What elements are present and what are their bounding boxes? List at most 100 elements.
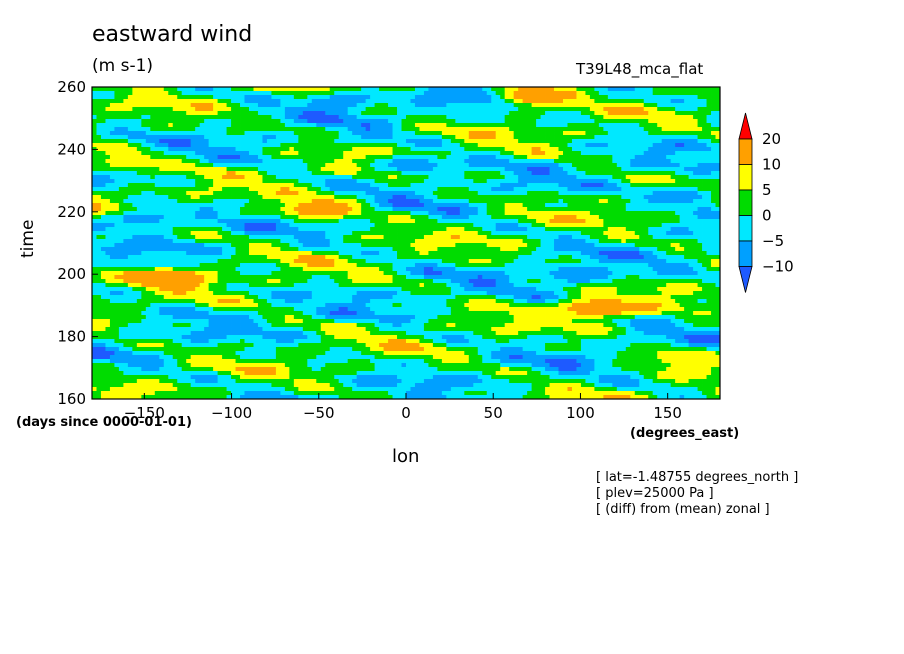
field-cell (141, 123, 147, 128)
field-cell (316, 99, 322, 104)
field-cell (446, 155, 452, 160)
field-cell (298, 95, 304, 100)
field-cell (325, 111, 331, 116)
field-cell (96, 147, 102, 152)
field-cell (563, 191, 568, 196)
field-cell (576, 211, 582, 216)
field-cell (450, 187, 456, 192)
field-cell (217, 103, 223, 108)
field-cell (616, 151, 622, 156)
field-cell (132, 175, 138, 180)
field-cell (96, 99, 102, 104)
field-cell (661, 223, 667, 228)
field-cell (580, 159, 586, 164)
field-cell (639, 147, 645, 152)
field-cell (235, 175, 241, 180)
field-cell (616, 119, 622, 124)
field-cell (388, 187, 393, 192)
field-cell (616, 131, 622, 136)
field-cell (468, 227, 474, 232)
field-cell (585, 187, 591, 192)
field-cell (244, 131, 250, 136)
field-cell (706, 159, 712, 164)
field-cell (109, 159, 115, 164)
field-cell (356, 211, 362, 216)
field-cell (356, 127, 362, 132)
field-cell (675, 123, 681, 128)
field-cell (163, 207, 169, 212)
field-cell (379, 191, 384, 196)
field-cell (136, 183, 142, 188)
field-cell (92, 107, 97, 112)
field-cell (603, 175, 609, 180)
field-cell (374, 135, 380, 140)
field-cell (675, 167, 681, 172)
field-cell (338, 135, 344, 140)
field-cell (311, 227, 317, 232)
field-cell (536, 211, 541, 216)
field-cell (361, 223, 367, 228)
field-cell (455, 183, 461, 188)
field-cell (159, 167, 165, 172)
field-cell (706, 203, 712, 208)
field-cell (554, 191, 559, 196)
field-cell (504, 135, 510, 140)
field-cell (199, 119, 205, 124)
field-cell (356, 223, 362, 228)
field-cell (253, 123, 259, 128)
field-cell (289, 115, 295, 120)
field-cell (388, 159, 393, 164)
field-cell (554, 131, 559, 136)
field-cell (702, 151, 707, 156)
field-cell (554, 167, 559, 172)
field-cell (607, 119, 613, 124)
field-cell (441, 139, 447, 144)
field-cell (491, 91, 497, 96)
field-cell (204, 95, 210, 100)
field-cell (450, 223, 456, 228)
field-cell (123, 183, 129, 188)
field-cell (181, 131, 187, 136)
field-cell (150, 99, 156, 104)
field-cell (598, 139, 604, 144)
field-cell (679, 119, 685, 124)
field-cell (414, 175, 420, 180)
field-cell (253, 87, 259, 92)
field-cell (141, 151, 147, 156)
field-cell (580, 119, 586, 124)
field-cell (567, 195, 573, 200)
field-cell (706, 167, 712, 172)
field-cell (253, 219, 259, 224)
field-cell (123, 87, 129, 92)
field-cell (414, 171, 420, 176)
field-cell (450, 139, 456, 144)
field-cell (213, 143, 218, 148)
field-cell (612, 155, 618, 160)
field-cell (271, 131, 277, 136)
field-cell (432, 119, 438, 124)
field-cell (226, 219, 232, 224)
field-cell (307, 107, 313, 112)
field-cell (477, 227, 483, 232)
field-cell (428, 111, 434, 116)
field-cell (222, 143, 227, 148)
field-cell (150, 151, 156, 156)
field-cell (509, 143, 515, 148)
field-cell (118, 207, 124, 212)
field-cell (706, 99, 712, 104)
field-cell (186, 87, 192, 92)
field-cell (334, 227, 340, 232)
field-cell (316, 107, 322, 112)
field-cell (379, 227, 384, 232)
field-cell (688, 135, 694, 140)
field-cell (652, 195, 658, 200)
field-cell (127, 215, 133, 220)
field-cell (181, 159, 187, 164)
field-cell (222, 131, 227, 136)
field-cell (208, 183, 214, 188)
field-cell (571, 183, 577, 188)
field-cell (190, 187, 196, 192)
field-cell (334, 199, 340, 204)
field-cell (334, 191, 340, 196)
field-cell (92, 219, 97, 224)
